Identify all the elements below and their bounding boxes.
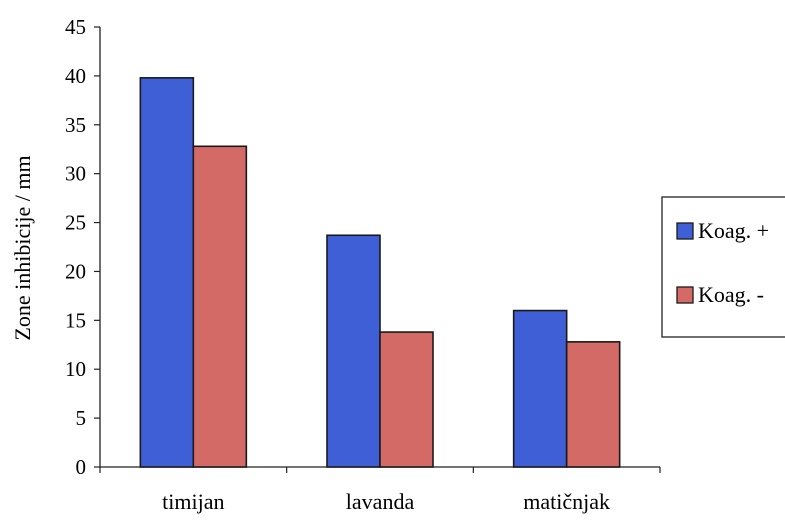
y-tick-label: 40 xyxy=(65,64,86,88)
y-tick-label: 45 xyxy=(65,15,86,39)
y-tick-label: 25 xyxy=(65,211,86,235)
legend-swatch xyxy=(676,286,694,304)
category-label: lavanda xyxy=(346,489,415,514)
bar-koag-plus-1 xyxy=(326,234,381,468)
y-tick-label: 15 xyxy=(65,308,86,332)
bar-koag-minus-2 xyxy=(565,341,621,468)
y-tick-label: 30 xyxy=(65,162,86,186)
bar-koag-plus-0 xyxy=(139,77,195,468)
bar-koag-minus-1 xyxy=(379,331,434,468)
bars xyxy=(139,77,621,468)
legend: Koag. + Koag. - xyxy=(661,196,785,338)
y-tick-label: 10 xyxy=(65,357,86,381)
legend-swatch xyxy=(676,222,694,240)
y-axis: 0 5 10 15 20 25 30 35 40 45 xyxy=(65,15,101,479)
category-labels: timijan lavanda matičnjak xyxy=(162,489,610,514)
category-label: timijan xyxy=(162,489,224,514)
y-tick-label: 0 xyxy=(76,455,87,479)
y-tick-label: 5 xyxy=(76,406,87,430)
x-axis xyxy=(99,466,661,473)
legend-box xyxy=(661,196,785,338)
category-label: matičnjak xyxy=(523,489,610,514)
bar-koag-plus-2 xyxy=(512,309,568,468)
bar-koag-minus-0 xyxy=(192,145,248,468)
legend-label: Koag. + xyxy=(698,218,769,243)
y-tick-label: 35 xyxy=(65,113,86,137)
y-tick-label: 20 xyxy=(65,259,86,283)
legend-label: Koag. - xyxy=(698,282,764,307)
y-axis-title: Zone inhibicije / mm xyxy=(10,155,35,340)
